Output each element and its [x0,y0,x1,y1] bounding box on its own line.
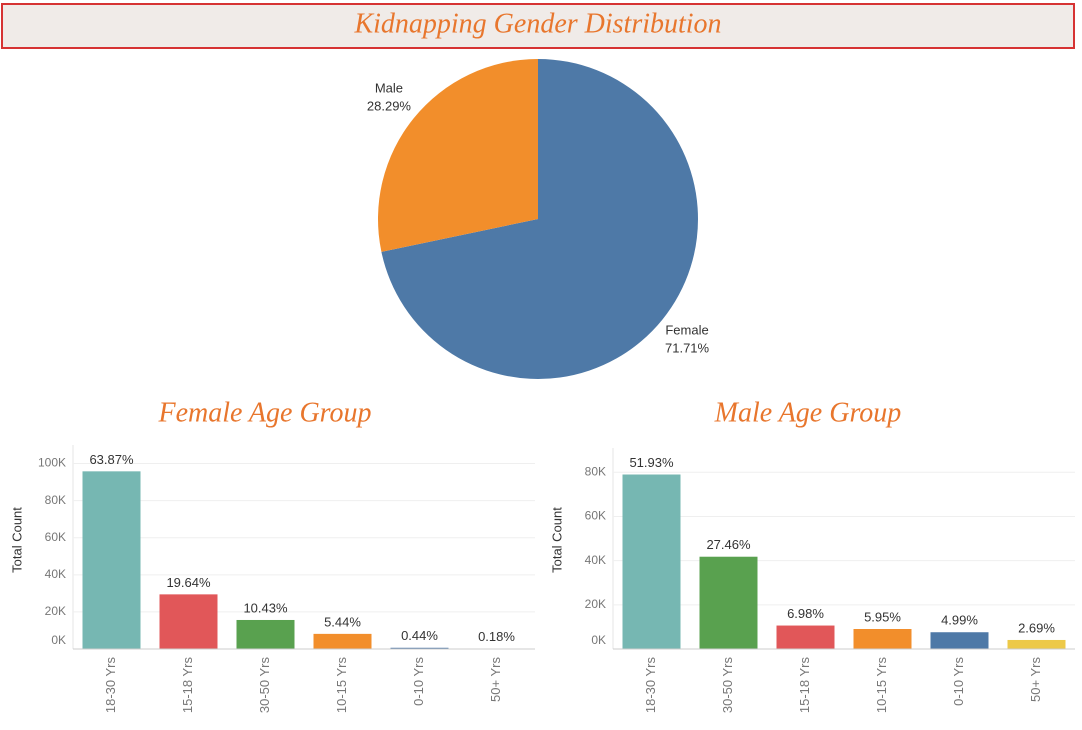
data-label: 63.87% [89,452,134,467]
x-tick-label: 30-50 Yrs [257,657,272,714]
dashboard-title: Kidnapping Gender Distribution [353,8,721,39]
title-banner [1,3,1075,49]
slice-value: 71.71% [665,340,710,355]
data-label: 4.99% [941,613,978,628]
bar [82,471,141,649]
data-label: 27.46% [706,537,751,552]
y-tick-label: 60K [45,530,66,544]
data-label: 0.18% [478,629,515,644]
chart-title: Female Age Group [157,397,371,428]
x-tick-label: 30-50 Yrs [720,657,735,714]
y-tick-label: 60K [585,509,606,523]
data-label: 51.93% [629,455,674,470]
data-label: 19.64% [166,575,211,590]
x-tick-label: 18-30 Yrs [643,657,658,714]
data-label: 5.44% [324,614,361,629]
y-tick-label: 40K [45,567,66,581]
bar [159,594,218,649]
bar [1007,639,1066,649]
y-tick-label: 0K [591,633,606,647]
x-tick-label: 0-10 Yrs [411,657,426,706]
y-tick-label: 80K [45,493,66,507]
bar [853,629,912,649]
data-label: 6.98% [787,606,824,621]
data-label: 5.95% [864,609,901,624]
bar [699,556,758,649]
y-tick-label: 20K [585,597,606,611]
bar [236,619,295,649]
x-tick-label: 0-10 Yrs [951,657,966,706]
x-tick-label: 15-18 Yrs [797,657,812,714]
y-tick-label: 40K [585,553,606,567]
y-tick-label: 20K [45,604,66,618]
bar [776,625,835,649]
slice-label: Female [665,322,708,337]
bar [622,474,681,649]
bar [313,633,372,649]
bar [930,632,989,649]
x-tick-label: 10-15 Yrs [334,657,349,714]
data-label: 0.44% [401,628,438,643]
x-tick-label: 50+ Yrs [488,657,503,702]
pie-slice [381,59,698,379]
y-axis-title: Total Count [9,507,24,573]
y-axis-title: Total Count [549,507,564,573]
y-tick-label: 100K [38,456,66,470]
chart-title: Male Age Group [714,397,902,428]
slice-value: 28.29% [367,98,412,113]
data-label: 10.43% [243,600,288,615]
x-tick-label: 10-15 Yrs [874,657,889,714]
pie-slice [378,59,538,252]
data-label: 2.69% [1018,620,1055,635]
slice-label: Male [375,80,403,95]
x-tick-label: 18-30 Yrs [103,657,118,714]
y-tick-label: 80K [585,464,606,478]
x-tick-label: 15-18 Yrs [180,657,195,714]
bar [390,647,449,649]
x-tick-label: 50+ Yrs [1028,657,1043,702]
y-tick-label: 0K [51,633,66,647]
